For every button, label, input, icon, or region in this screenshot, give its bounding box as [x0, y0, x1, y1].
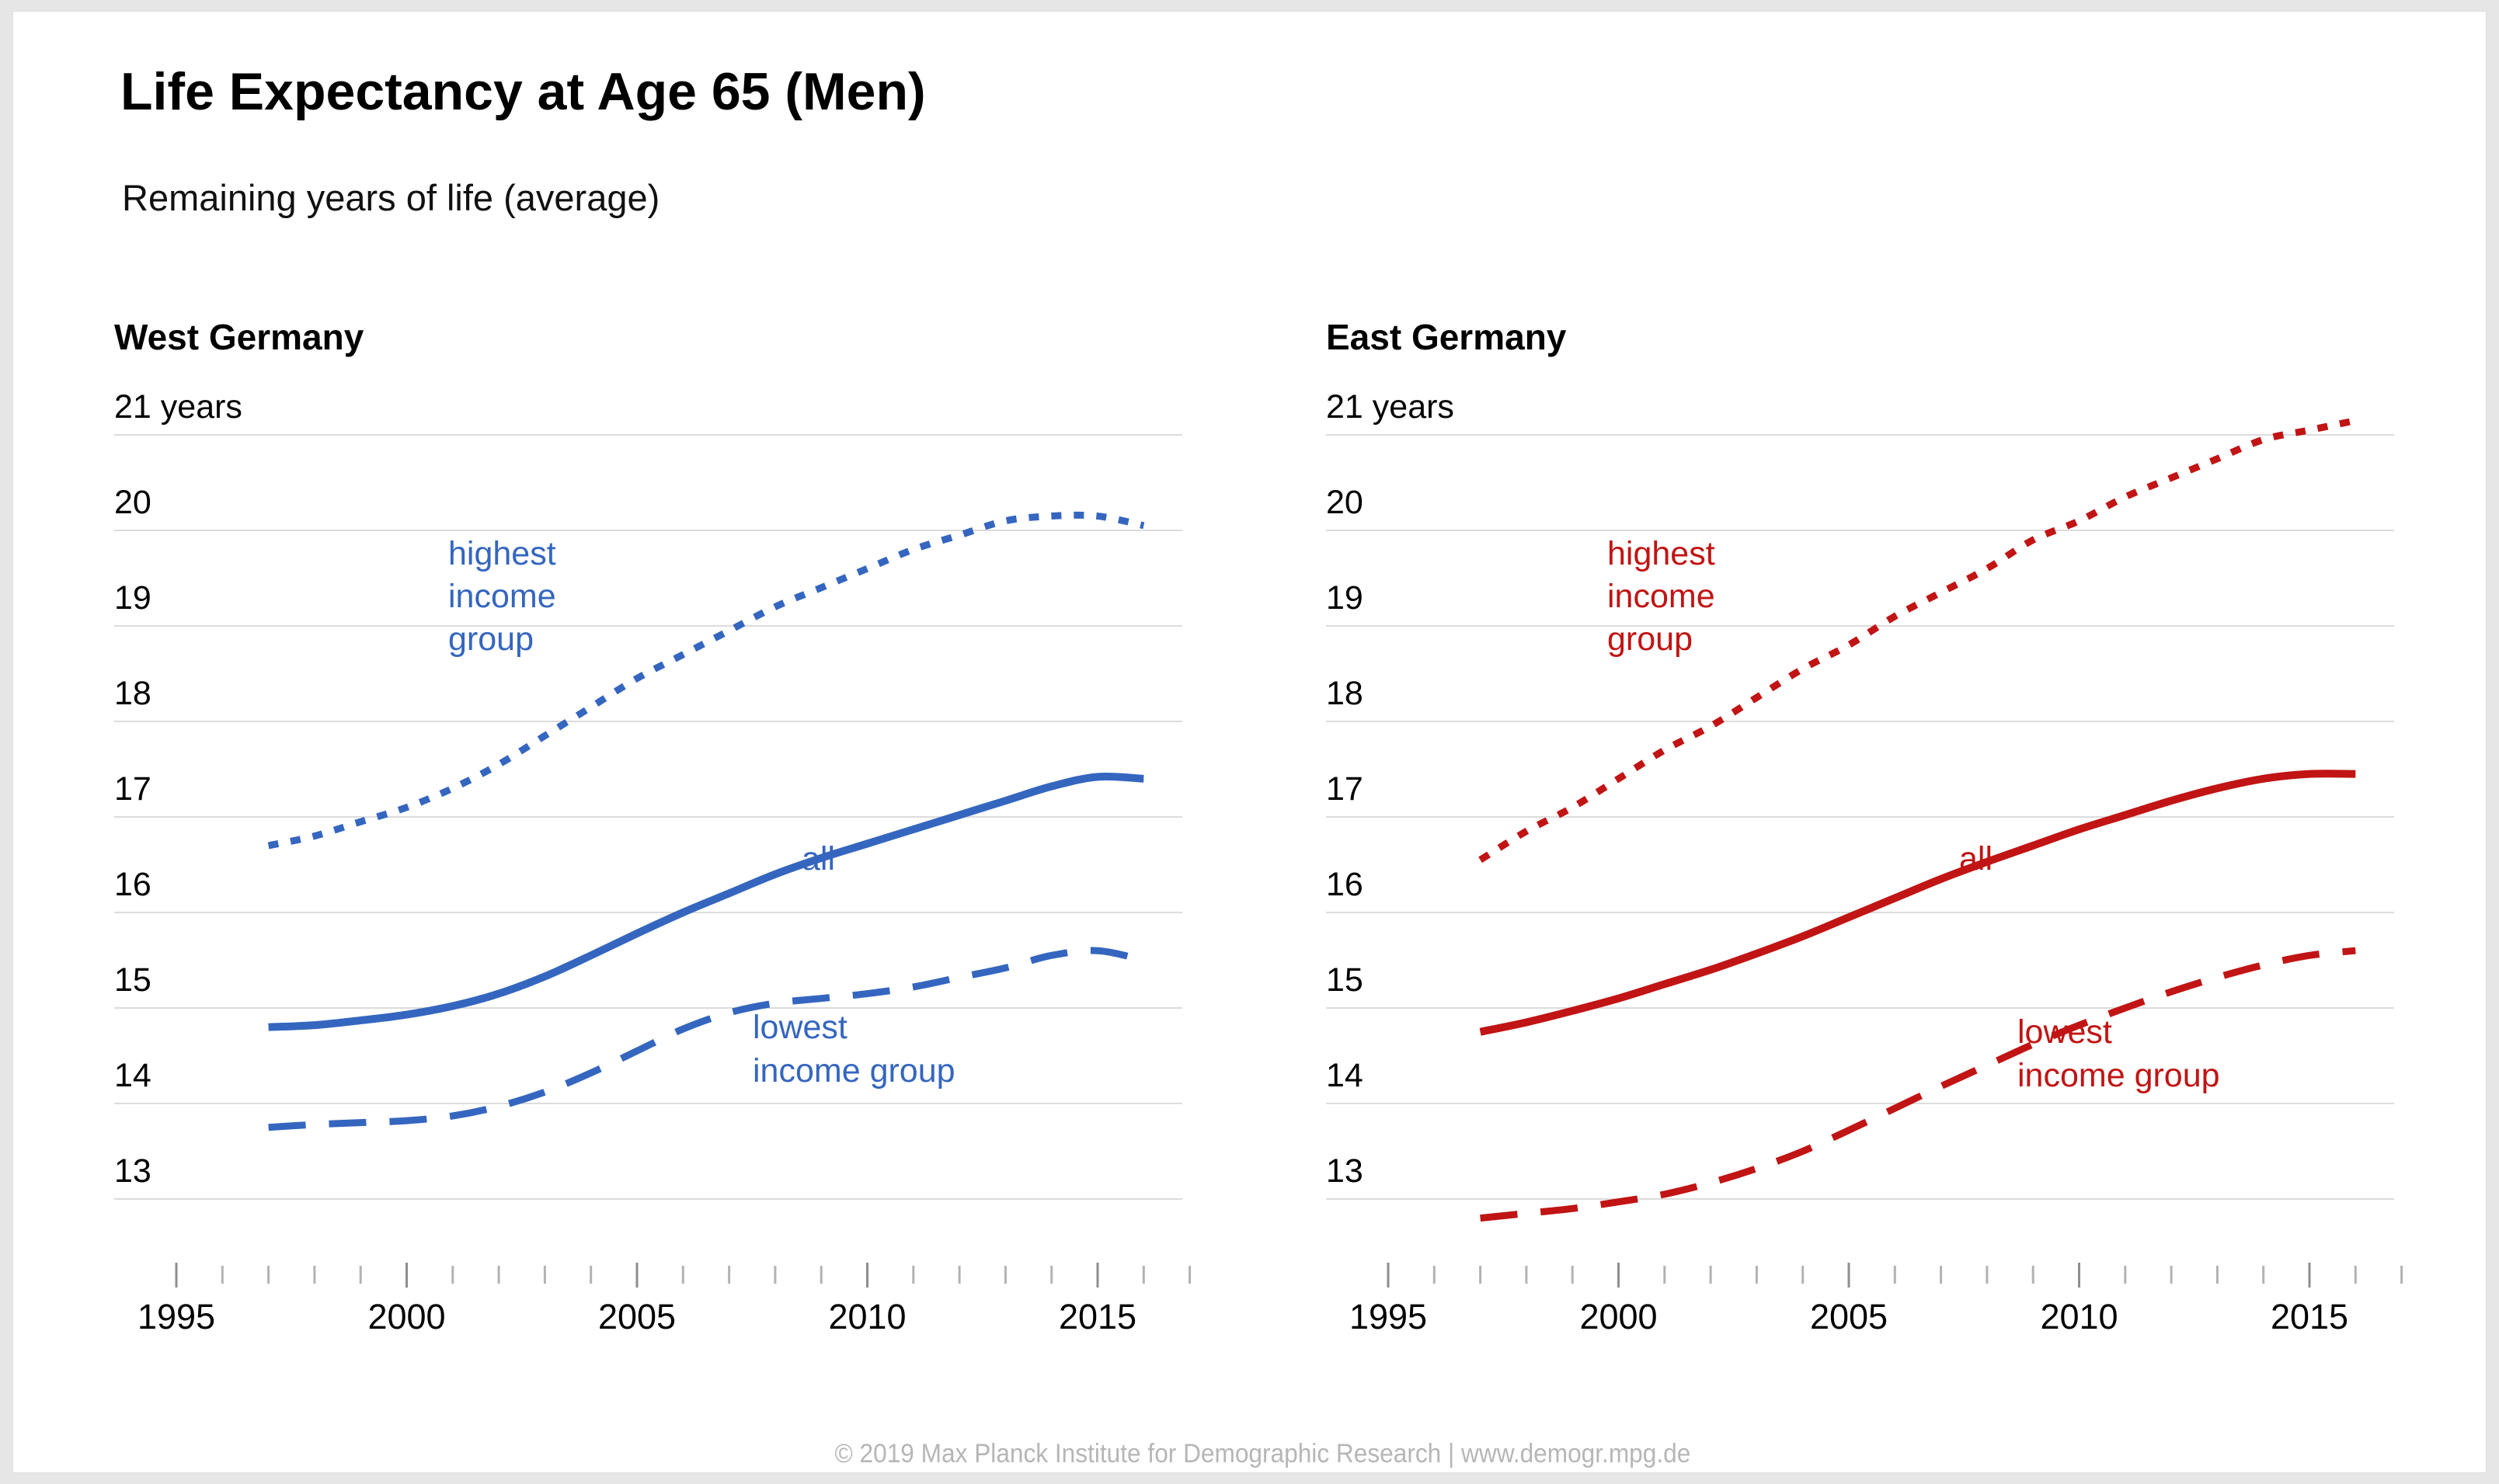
x-axis-label-1995: 1995 — [137, 1297, 215, 1336]
series-label-highest-income-group: income — [1607, 578, 1715, 615]
series-label-highest-income-group: highest — [448, 535, 556, 572]
x-axis-label-2000: 2000 — [367, 1297, 445, 1336]
x-axis-label-2015: 2015 — [2271, 1297, 2348, 1336]
y-axis-label-17: 17 — [114, 770, 151, 808]
chart-card: Life Expectancy at Age 65 (Men) Remainin… — [12, 11, 2487, 1473]
series-label-lowest-income-group: lowest — [2017, 1013, 2112, 1051]
series-line-highest-income-group — [1478, 417, 2357, 864]
y-axis-label-16: 16 — [114, 866, 151, 903]
series-label-lowest-income-group: lowest — [753, 1009, 848, 1046]
west-germany-chart: 21 years 20 19 18 17 16 15 14 13 West Germany 1995… — [114, 317, 1192, 1336]
y-axis-label-15: 15 — [114, 961, 151, 999]
east-germany-chart: 21 years 20 19 18 17 16 15 14 13 East Germany 1995… — [1326, 317, 2403, 1336]
series-label-lowest-income-group: income group — [2017, 1057, 2220, 1094]
page-subtitle: Remaining years of life (average) — [122, 177, 660, 218]
y-axis-label-20: 20 — [114, 484, 151, 521]
panel-title: West Germany — [114, 317, 364, 357]
y-axis-label-14: 14 — [1326, 1057, 1363, 1094]
y-axis-label-14: 14 — [114, 1057, 151, 1094]
y-axis-label-20: 20 — [1326, 484, 1363, 521]
y-axis-label-19: 19 — [1326, 579, 1363, 617]
x-axis-label-2010: 2010 — [2040, 1297, 2118, 1336]
y-axis-label-16: 16 — [1326, 866, 1363, 903]
series-label-highest-income-group: highest — [1607, 535, 1715, 572]
series-label-highest-income-group: group — [448, 620, 534, 658]
series-label-highest-income-group: income — [448, 578, 556, 615]
x-axis-label-2005: 2005 — [1810, 1297, 1888, 1336]
series-line-highest-income-group — [267, 511, 1145, 850]
series-label-all: all — [802, 840, 835, 878]
y-axis-label-19: 19 — [114, 579, 151, 617]
y-axis-label-17: 17 — [1326, 770, 1363, 808]
series-line-all — [268, 772, 1144, 1031]
series-label-lowest-income-group: income group — [753, 1052, 955, 1090]
y-axis-label-18: 18 — [1326, 675, 1363, 712]
series-line-all — [1479, 770, 2356, 1036]
panel-title: East Germany — [1326, 317, 1567, 357]
x-axis-label-2015: 2015 — [1059, 1297, 1136, 1336]
y-axis-label-18: 18 — [114, 675, 151, 712]
x-axis-label-1995: 1995 — [1349, 1297, 1427, 1336]
series-label-highest-income-group: group — [1607, 620, 1693, 658]
y-axis-label-21: 21 years — [1326, 388, 1454, 426]
y-axis-label-15: 15 — [1326, 961, 1363, 999]
y-axis-label-13: 13 — [1326, 1152, 1363, 1190]
copyright-text: © 2019 Max Planck Institute for Demograp… — [834, 1439, 1691, 1468]
page-title: Life Expectancy at Age 65 (Men) — [120, 62, 926, 121]
series-line-lowest-income-group — [268, 947, 1145, 1131]
x-axis-label-2005: 2005 — [598, 1297, 676, 1336]
y-axis-label-21: 21 years — [114, 388, 242, 426]
series-label-all: all — [1959, 840, 1993, 878]
x-axis-label-2000: 2000 — [1579, 1297, 1657, 1336]
series-line-lowest-income-group — [1480, 947, 2356, 1222]
y-axis-label-13: 13 — [114, 1152, 151, 1190]
x-axis-label-2010: 2010 — [828, 1297, 906, 1336]
copyright-footer: © 2019 Max Planck Institute for Demograp… — [13, 1439, 2499, 1469]
